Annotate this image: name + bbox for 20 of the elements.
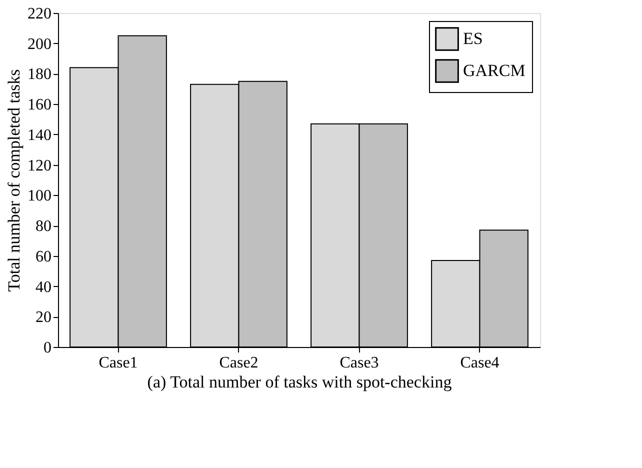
x-tick-label: Case3: [340, 354, 379, 372]
y-tick-label: 20: [36, 309, 52, 326]
x-tick-label: Case1: [98, 354, 138, 372]
x-tick-label: Case4: [460, 354, 500, 372]
x-axis-title: (a) Total number of tasks with spot-checking: [147, 372, 452, 392]
legend-label: ES: [463, 29, 483, 48]
y-axis-title: Total number of completed tasks: [4, 69, 24, 292]
y-tick-label: 60: [36, 248, 52, 266]
legend-label: GARCM: [463, 61, 526, 80]
x-tick-label: Case2: [219, 354, 258, 372]
y-tick-label: 120: [28, 157, 52, 174]
y-tick-label: 80: [36, 218, 52, 236]
y-tick-label: 220: [28, 6, 52, 22]
y-tick-label: 100: [28, 188, 52, 205]
y-tick-label: 180: [28, 66, 52, 84]
y-tick-label: 140: [28, 126, 52, 144]
y-tick-label: 200: [28, 36, 52, 53]
y-tick-label: 0: [44, 340, 52, 356]
y-tick-label: 160: [28, 96, 52, 114]
y-tick-label: 40: [36, 278, 52, 296]
